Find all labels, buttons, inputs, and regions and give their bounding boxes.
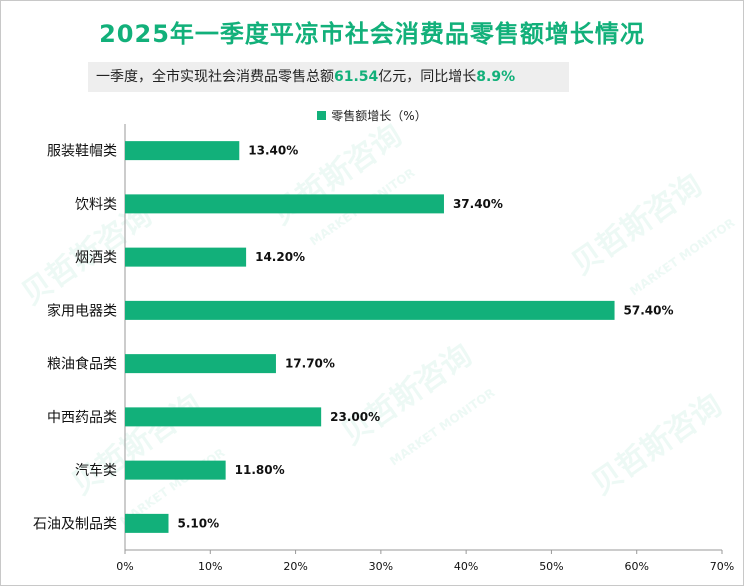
category-label: 中西药品类 — [47, 410, 117, 426]
summary-middle: 亿元，同比增长 — [378, 69, 477, 85]
bar — [125, 194, 444, 214]
x-tick-label: 20% — [283, 560, 307, 573]
x-tick-label: 40% — [454, 560, 478, 573]
x-tick-label: 10% — [198, 560, 222, 573]
category-label: 家用电器类 — [47, 302, 117, 319]
chart-title: 2025年一季度平凉市社会消费品零售额增长情况 — [99, 20, 645, 48]
category-label: 服装鞋帽类 — [47, 144, 117, 160]
data-label: 57.40% — [624, 303, 674, 317]
bar — [125, 407, 322, 427]
data-label: 17.70% — [285, 357, 335, 371]
data-label: 14.20% — [255, 250, 305, 264]
data-label: 11.80% — [235, 463, 285, 477]
x-tick-label: 50% — [539, 560, 563, 573]
summary-prefix: 一季度，全市实现社会消费品零售总额 — [96, 69, 334, 85]
data-label: 5.10% — [177, 516, 219, 530]
summary-total: 61.54 — [334, 69, 379, 85]
legend-swatch — [317, 111, 327, 120]
data-label: 23.00% — [330, 410, 380, 424]
summary-banner: 一季度，全市实现社会消费品零售总额61.54亿元，同比增长8.9% — [88, 62, 569, 92]
bar — [125, 354, 276, 374]
category-label: 粮油食品类 — [47, 356, 117, 373]
bar — [125, 513, 169, 533]
bar — [125, 141, 240, 161]
bar — [125, 460, 226, 480]
bar — [125, 300, 615, 320]
x-tick-label: 0% — [116, 560, 133, 573]
data-label: 13.40% — [248, 144, 298, 158]
legend-label: 零售额增长（%） — [331, 109, 427, 123]
x-tick-label: 70% — [710, 560, 734, 573]
legend: 零售额增长（%） — [0, 107, 744, 124]
x-tick-label: 30% — [369, 560, 393, 573]
data-label: 37.40% — [453, 197, 503, 211]
summary-growth: 8.9% — [476, 69, 516, 85]
category-label: 石油及制品类 — [33, 516, 117, 532]
bar — [125, 247, 247, 267]
category-label: 汽车类 — [75, 462, 117, 479]
x-tick-label: 60% — [624, 560, 648, 573]
category-label: 饮料类 — [75, 197, 117, 213]
category-label: 烟酒类 — [75, 250, 117, 266]
